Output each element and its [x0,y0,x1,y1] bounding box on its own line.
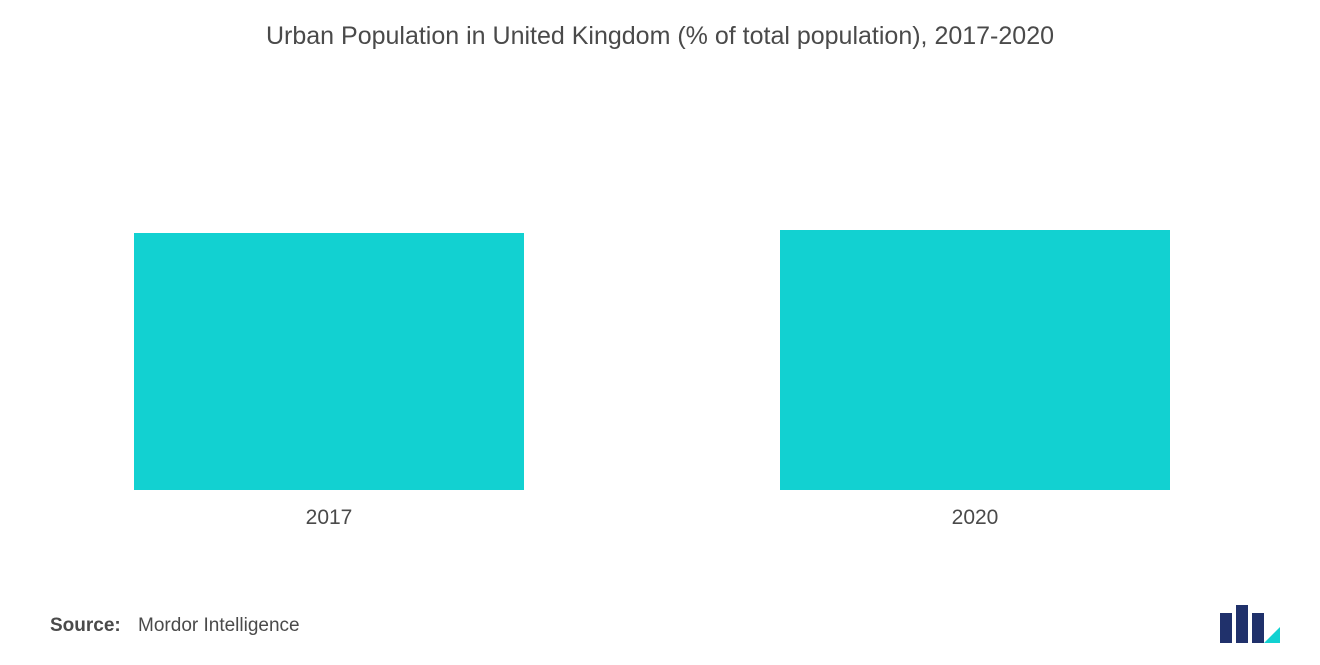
x-axis-label: 2017 [134,506,524,530]
bar-2020 [780,230,1170,490]
source-label: Source: [50,615,121,636]
x-axis-label: 2020 [780,506,1170,530]
source-value: Mordor Intelligence [138,615,300,636]
chart-plot-area: 2017 2020 [0,100,1320,540]
chart-title: Urban Population in United Kingdom (% of… [0,0,1320,51]
mordor-logo-icon [1220,605,1280,643]
bar-2017 [134,233,524,490]
source-attribution: Source: Mordor Intelligence [50,615,300,637]
